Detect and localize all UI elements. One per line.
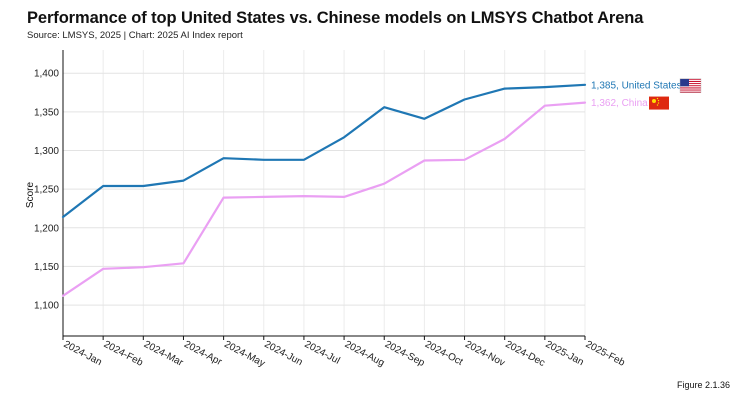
- y-tick-label: 1,250: [34, 185, 59, 196]
- flag-border: [679, 78, 702, 93]
- x-tick-label: 2024-Jan: [62, 339, 104, 368]
- series-line-china: [61, 101, 587, 297]
- flag-stripe: [680, 82, 701, 84]
- figure-label: Figure 2.1.36: [676, 380, 730, 390]
- x-tick-label: 2024-Mar: [142, 339, 186, 369]
- x-tick-label: 2024-May: [222, 339, 266, 370]
- y-tick-label: 1,350: [34, 107, 59, 118]
- y-tick-label: 1,400: [34, 69, 59, 80]
- x-tick-label: 2024-Dec: [503, 339, 546, 369]
- flag-star: [656, 104, 659, 106]
- flag-stripe: [680, 83, 701, 85]
- x-tick-label: 2024-Feb: [102, 339, 145, 369]
- flag-star: [652, 99, 656, 104]
- flag-stripe: [680, 91, 701, 93]
- flag-stripe: [680, 88, 701, 90]
- y-tick-label: 1,300: [34, 146, 59, 157]
- flag-stripe: [680, 85, 701, 87]
- flag-stripe: [680, 84, 701, 86]
- flag-stripe: [680, 80, 701, 83]
- chart-title: Performance of top United States vs. Chi…: [27, 9, 644, 27]
- x-tick-label: 2024-Jul: [303, 339, 342, 367]
- x-tick-label: 2025-Feb: [584, 339, 627, 369]
- x-tick-label: 2024-Apr: [182, 339, 224, 368]
- y-tick-label: 1,200: [34, 223, 59, 234]
- flag-stripe: [680, 79, 701, 81]
- series-line-united-states: [61, 83, 587, 219]
- flag-canton: [680, 78, 689, 87]
- flag-star: [657, 102, 660, 104]
- y-axis-title: Score: [25, 182, 36, 209]
- chart-subtitle: Source: LMSYS, 2025 | Chart: 2025 AI Ind…: [27, 30, 243, 41]
- flag-star: [657, 99, 660, 102]
- x-tick-label: 2025-Jan: [543, 339, 585, 368]
- x-tick-label: 2024-Jun: [262, 339, 304, 368]
- flag-stripe: [680, 87, 701, 89]
- flag-stripe: [680, 89, 701, 91]
- x-tick-label: 2024-Sep: [383, 339, 427, 369]
- flag-star: [656, 97, 659, 100]
- flag-stripe: [680, 90, 701, 92]
- series-end-label: 1,362, China: [591, 98, 648, 109]
- flag-stripe: [680, 86, 701, 88]
- series-end-label: 1,385, United States: [591, 80, 682, 91]
- flag-stripe: [680, 92, 701, 94]
- x-tick-label: 2024-Nov: [463, 339, 506, 369]
- y-tick-label: 1,100: [34, 301, 59, 312]
- y-tick-label: 1,150: [34, 262, 59, 273]
- x-tick-label: 2024-Aug: [343, 339, 386, 369]
- flag-stripe: [680, 78, 701, 80]
- us-flag-icon: [679, 78, 702, 94]
- china-flag-icon: [649, 96, 669, 110]
- x-tick-label: 2024-Oct: [423, 339, 465, 368]
